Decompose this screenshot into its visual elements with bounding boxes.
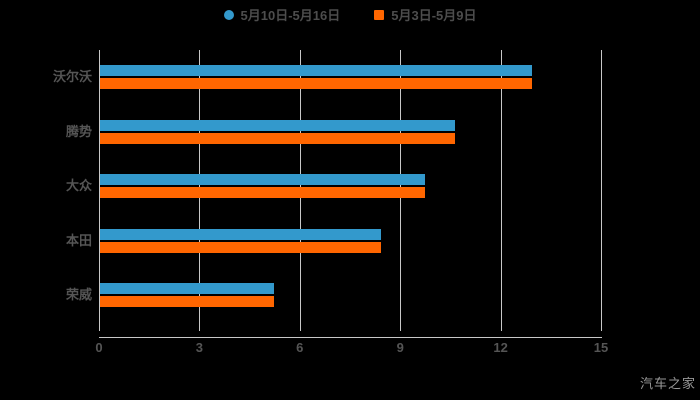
legend-marker-square-icon xyxy=(374,10,385,20)
x-tick-label: 3 xyxy=(195,340,203,355)
gridline xyxy=(500,50,502,331)
legend-marker-circle-icon xyxy=(223,10,234,20)
legend-item-series0: 5月10日-5月16日 xyxy=(223,7,341,23)
bar-series0-cat1 xyxy=(100,119,455,131)
bar-series0-cat2 xyxy=(100,174,425,186)
category-label: 本田 xyxy=(65,232,92,248)
category-label: 腾势 xyxy=(65,123,92,139)
x-axis-line xyxy=(99,337,602,338)
x-tick-label: 0 xyxy=(95,340,103,355)
x-tick-label: 9 xyxy=(396,340,404,355)
legend-item-series1: 5月3日-5月9日 xyxy=(374,9,476,22)
bar-series1-cat1 xyxy=(100,132,455,144)
x-tick-label: 12 xyxy=(493,340,508,355)
legend-label: 5月10日-5月16日 xyxy=(240,7,341,23)
chart-legend: 5月10日-5月16日 5月3日-5月9日 xyxy=(0,4,700,26)
legend-label: 5月3日-5月9日 xyxy=(391,7,477,23)
bar-series1-cat0 xyxy=(100,78,532,90)
category-label: 沃尔沃 xyxy=(52,69,92,85)
gridline xyxy=(601,50,602,331)
category-label: 荣威 xyxy=(65,287,92,303)
watermark-autohome: 汽车之家 xyxy=(639,376,696,391)
x-tick-label: 15 xyxy=(593,340,609,355)
bar-series0-cat0 xyxy=(100,65,532,77)
bar-series1-cat3 xyxy=(100,241,382,253)
bar-series1-cat2 xyxy=(100,187,425,199)
bar-series0-cat3 xyxy=(100,228,382,240)
bar-series0-cat4 xyxy=(100,283,275,295)
x-tick-label: 6 xyxy=(296,340,304,355)
bar-series1-cat4 xyxy=(100,296,275,308)
y-axis-line xyxy=(99,50,100,331)
category-label: 大众 xyxy=(65,178,92,194)
